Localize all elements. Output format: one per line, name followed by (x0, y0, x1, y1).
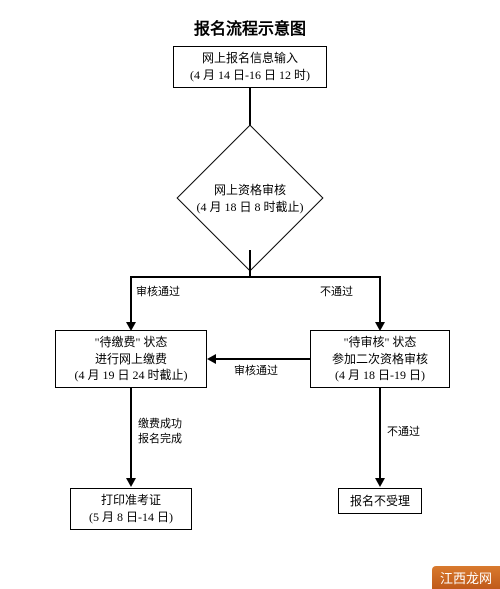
label-pay-success2: 报名完成 (136, 430, 184, 446)
node-pending-pay-line3: (4 月 19 日 24 时截止) (75, 367, 188, 384)
arrow-n4-n6 (375, 478, 385, 487)
edge-n4-n3 (215, 358, 310, 360)
node-pending-pay: "待缴费" 状态 进行网上缴费 (4 月 19 日 24 时截止) (55, 330, 207, 388)
label-second-review-fail: 不通过 (385, 423, 422, 439)
node-review-text: 网上资格审核 (4 月 18 日 8 时截止) (178, 182, 322, 216)
label-review-pass: 审核通过 (134, 283, 182, 299)
node-input-info-line1: 网上报名信息输入 (202, 50, 298, 67)
edge-n4-n6 (379, 388, 381, 480)
edge-n2-right-v (379, 276, 381, 324)
node-review-line1: 网上资格审核 (178, 182, 322, 199)
node-print-ticket-line2: (5 月 8 日-14 日) (89, 509, 173, 526)
edge-n2-left-v (130, 276, 132, 324)
edge-n2-hsplit (130, 276, 380, 278)
title-text: 报名流程示意图 (194, 21, 306, 38)
label-second-review-pass: 审核通过 (232, 362, 280, 378)
node-input-info: 网上报名信息输入 (4 月 14 日-16 日 12 时) (173, 46, 327, 88)
node-pending-pay-line2: 进行网上缴费 (95, 351, 167, 368)
node-pending-pay-line1: "待缴费" 状态 (95, 334, 168, 351)
edge-n2-stub (249, 250, 251, 276)
node-print-ticket-line1: 打印准考证 (101, 492, 161, 509)
arrow-n4-n3 (207, 354, 216, 364)
node-pending-review-line1: "待审核" 状态 (344, 334, 417, 351)
watermark: 江西龙网 (432, 566, 500, 589)
diagram-title: 报名流程示意图 (0, 0, 500, 39)
label-review-fail: 不通过 (318, 283, 355, 299)
node-rejected-line1: 报名不受理 (350, 493, 410, 510)
watermark-text: 江西龙网 (440, 571, 492, 586)
node-print-ticket: 打印准考证 (5 月 8 日-14 日) (70, 488, 192, 530)
node-input-info-line2: (4 月 14 日-16 日 12 时) (190, 67, 310, 84)
node-pending-review-line3: (4 月 18 日-19 日) (335, 367, 425, 384)
arrow-n3-n5 (126, 478, 136, 487)
node-rejected: 报名不受理 (338, 488, 422, 514)
label-pay-success1: 缴费成功 (136, 415, 184, 431)
node-pending-review-line2: 参加二次资格审核 (332, 351, 428, 368)
node-pending-review: "待审核" 状态 参加二次资格审核 (4 月 18 日-19 日) (310, 330, 450, 388)
edge-n3-n5 (130, 388, 132, 480)
node-review-line2: (4 月 18 日 8 时截止) (178, 199, 322, 216)
